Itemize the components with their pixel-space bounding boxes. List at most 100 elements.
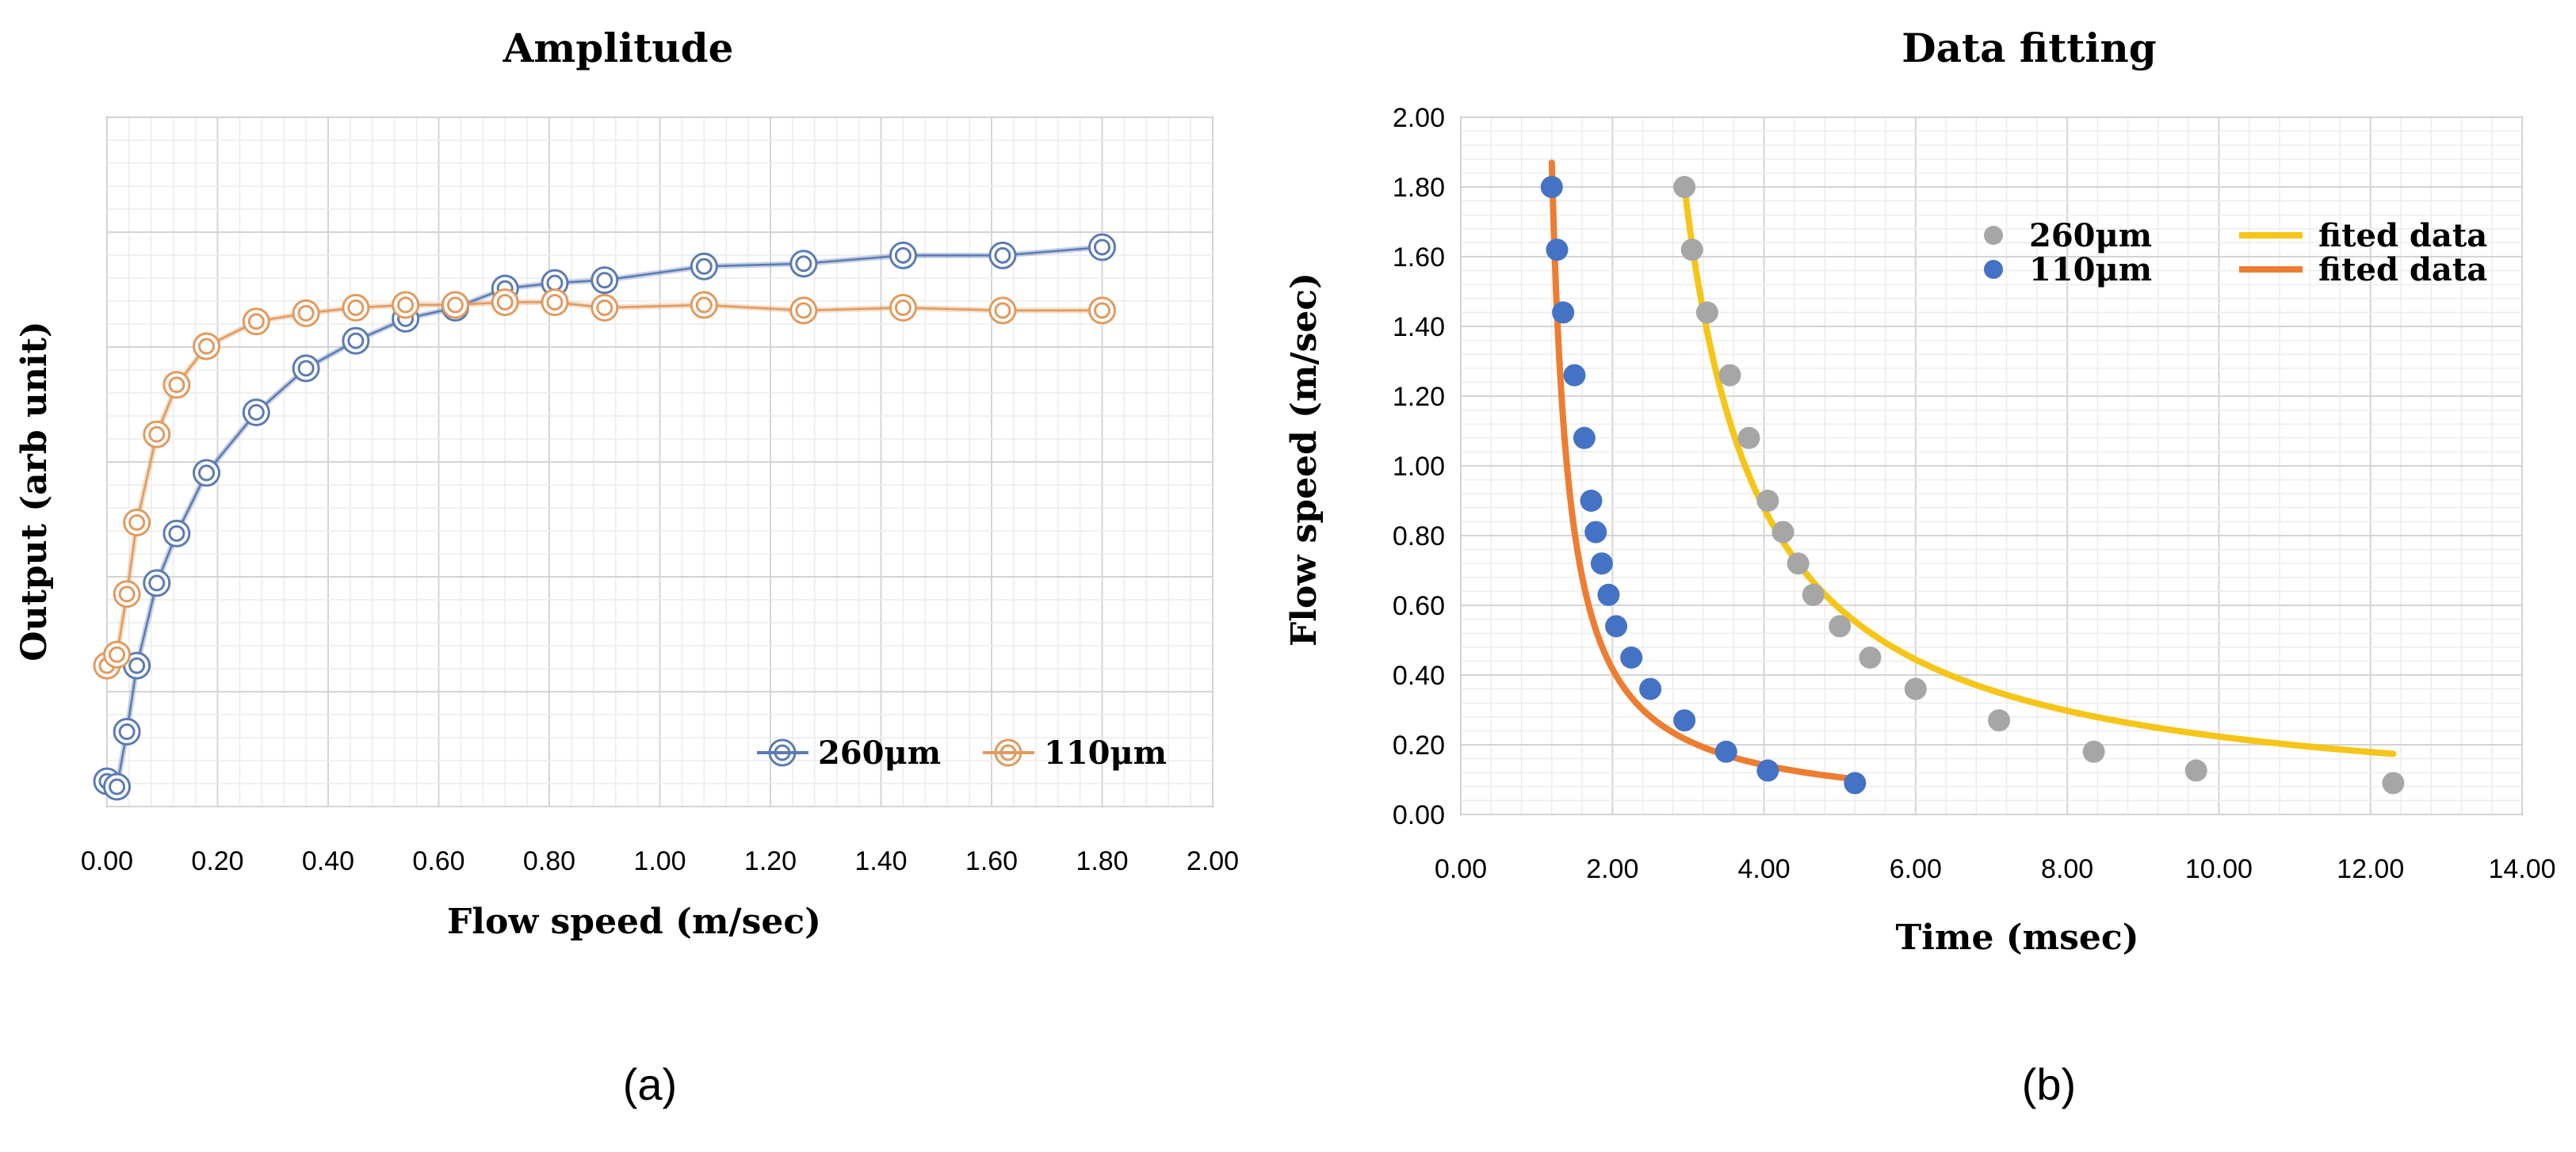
amplitude-point-inner	[596, 299, 613, 316]
amplitude-point	[789, 250, 818, 278]
data-fitting-gridlines	[1460, 116, 2523, 815]
amplitude-point-inner	[994, 246, 1011, 264]
amplitude-x-axis-label: Flow speed (m/sec)	[447, 902, 821, 942]
data-fitting-y-tick: 1.80	[1393, 173, 1445, 203]
amplitude-point	[690, 291, 718, 319]
amplitude-point-inner	[446, 296, 464, 314]
amplitude-point	[242, 398, 270, 426]
data-fitting-point	[2382, 772, 2405, 795]
amplitude-point-inner	[297, 304, 315, 322]
amplitude-point	[342, 326, 370, 355]
amplitude-point	[162, 371, 191, 399]
amplitude-point	[889, 241, 917, 269]
data-fitting-point	[1718, 364, 1741, 387]
legend-110-marker-inner	[999, 744, 1017, 761]
amplitude-point-inner	[118, 586, 136, 603]
amplitude-point	[789, 296, 818, 325]
amplitude-x-tick: 2.00	[1187, 846, 1239, 876]
data-fitting-y-tick: 0.60	[1393, 591, 1445, 621]
amplitude-x-tick: 1.80	[1076, 846, 1128, 876]
legend-260-dot	[1984, 226, 2003, 245]
amplitude-point-inner	[894, 299, 912, 316]
data-fitting-point	[2082, 740, 2105, 763]
legend-110-label-b: 110μm	[2029, 251, 2152, 288]
data-fitting-x-tick-labels: 0.00 2.00 4.00 6.00 8.00 10.00 12.00 14.00	[1435, 854, 2556, 884]
data-fitting-chart: 0.00 2.00 4.00 6.00 8.00 10.00 12.00 14.00 0.00…	[1284, 25, 2556, 1109]
data-fitting-point	[1552, 301, 1575, 324]
data-fitting-x-tick: 6.00	[1890, 854, 1942, 884]
data-fitting-y-tick: 0.20	[1393, 730, 1445, 761]
data-fitting-x-tick: 10.00	[2185, 854, 2253, 884]
data-fitting-y-tick: 1.00	[1393, 452, 1445, 482]
data-fitting-y-tick: 0.00	[1393, 800, 1445, 830]
amplitude-point-inner	[198, 338, 216, 355]
amplitude-x-tick: 0.00	[81, 846, 133, 876]
amplitude-point-inner	[695, 257, 713, 275]
amplitude-point	[113, 580, 141, 608]
data-fitting-point	[1756, 759, 1779, 782]
amplitude-point-inner	[994, 302, 1011, 319]
amplitude-point-inner	[596, 272, 613, 289]
data-fitting-x-tick: 12.00	[2337, 854, 2404, 884]
amplitude-legend: 260μm 110μm	[757, 734, 1167, 772]
data-fitting-x-axis-label: Time (msec)	[1895, 917, 2138, 958]
data-fitting-y-tick: 0.80	[1393, 521, 1445, 551]
data-fitting-x-tick: 14.00	[2488, 854, 2555, 884]
amplitude-point	[103, 640, 132, 669]
legend-260-label-b: 260μm	[2029, 217, 2152, 254]
amplitude-point	[242, 307, 270, 336]
amplitude-point	[113, 718, 141, 746]
amplitude-point-inner	[347, 299, 365, 316]
amplitude-point-inner	[546, 293, 564, 311]
data-fitting-series	[1540, 176, 2405, 795]
fit-curve	[1548, 159, 1859, 783]
amplitude-point	[103, 772, 132, 801]
data-fitting-x-tick: 0.00	[1435, 854, 1487, 884]
data-fitting-point	[1787, 552, 1810, 575]
amplitude-point	[690, 252, 718, 280]
legend-110-marker-outer	[994, 738, 1022, 767]
amplitude-point-inner	[297, 360, 315, 377]
data-fitting-y-tick: 1.60	[1393, 242, 1445, 273]
amplitude-title: Amplitude	[503, 25, 734, 71]
amplitude-point-inner	[168, 376, 185, 394]
data-fitting-point	[1714, 740, 1737, 763]
data-fitting-y-tick: 1.40	[1393, 312, 1445, 342]
amplitude-x-tick: 0.20	[191, 846, 243, 876]
amplitude-y-axis-label: Output (arb unit)	[14, 321, 55, 661]
data-fitting-point	[2184, 759, 2207, 782]
amplitude-point-inner	[347, 332, 365, 349]
amplitude-point	[590, 293, 619, 322]
amplitude-point	[342, 293, 370, 322]
data-fitting-point	[1584, 521, 1607, 544]
amplitude-point-inner	[894, 246, 912, 264]
data-fitting-point	[1802, 583, 1825, 606]
data-fitting-x-tick: 8.00	[2041, 854, 2093, 884]
amplitude-point-inner	[128, 513, 146, 531]
legend-fit-110-label: fited data	[2318, 251, 2487, 288]
data-fitting-title: Data fitting	[1901, 25, 2157, 71]
amplitude-point-inner	[795, 255, 812, 273]
amplitude-point	[590, 266, 619, 295]
amplitude-x-tick: 1.40	[854, 846, 907, 876]
data-fitting-legend: 260μm fited data 110μm fited data	[1984, 217, 2487, 288]
data-fitting-point	[1580, 490, 1603, 512]
legend-110-dot	[1984, 260, 2003, 279]
data-fitting-point	[1546, 238, 1569, 261]
amplitude-point	[1088, 296, 1116, 325]
amplitude-point	[193, 459, 221, 487]
data-fitting-y-tick: 2.00	[1393, 103, 1445, 133]
data-fitting-point	[1988, 709, 2011, 732]
amplitude-chart: 0.00 0.20 0.40 0.60 0.80 1.00 1.20 1.40 1.60 1.80…	[14, 25, 1239, 1109]
amplitude-point-inner	[496, 293, 514, 311]
amplitude-x-tick-labels: 0.00 0.20 0.40 0.60 0.80 1.00 1.20 1.40 1.60 1.80…	[81, 846, 1239, 876]
amplitude-x-tick: 0.80	[523, 846, 575, 876]
amplitude-point	[292, 299, 320, 327]
amplitude-point	[143, 569, 171, 597]
amplitude-point	[162, 519, 191, 547]
data-fitting-point	[1573, 426, 1596, 449]
amplitude-point-inner	[1094, 302, 1110, 319]
amplitude-point	[193, 332, 221, 360]
legend-110-label: 110μm	[1044, 734, 1167, 772]
